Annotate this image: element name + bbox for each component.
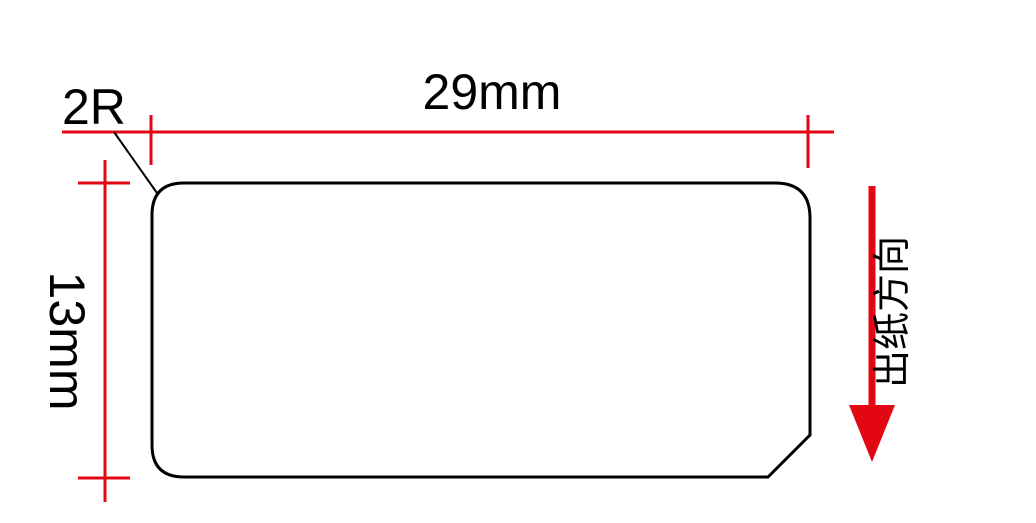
radius-label: 2R <box>62 79 126 135</box>
height-dimension <box>78 160 130 502</box>
feed-direction-arrow <box>849 186 895 462</box>
label-outline <box>150 181 812 479</box>
radius-leader-line <box>113 131 158 194</box>
height-label: 13mm <box>39 272 95 411</box>
width-dimension <box>62 115 834 168</box>
arrow-head <box>849 405 895 462</box>
width-label: 29mm <box>423 64 562 120</box>
direction-label: 出纸方向 <box>870 236 914 388</box>
